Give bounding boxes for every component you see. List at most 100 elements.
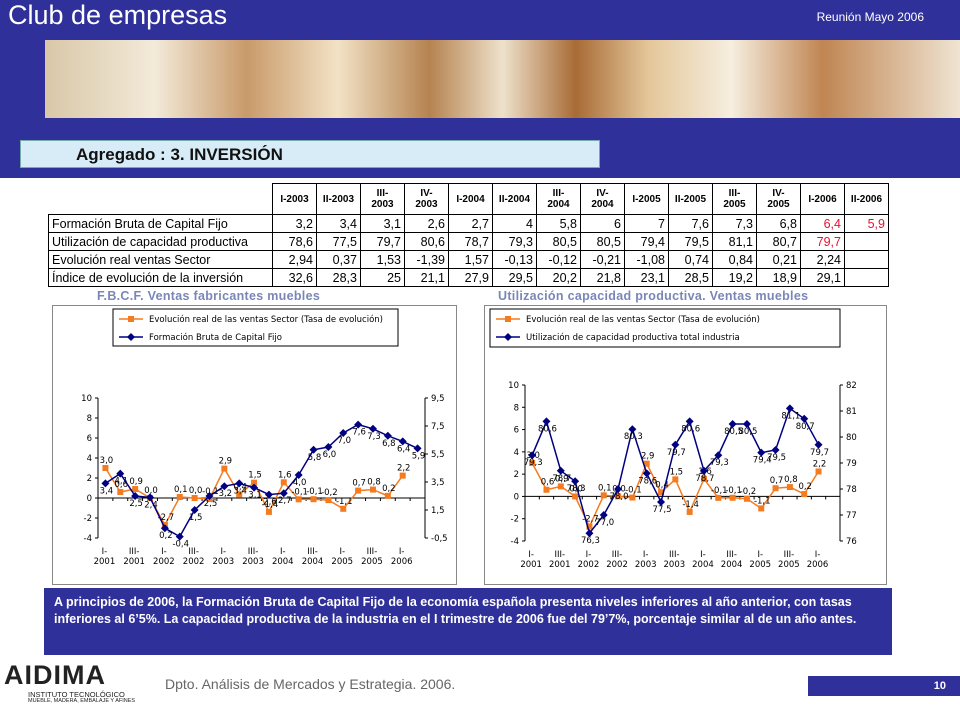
point bbox=[557, 483, 564, 490]
point bbox=[742, 420, 751, 428]
point bbox=[368, 424, 377, 433]
table-cell: 80,7 bbox=[756, 232, 801, 251]
y2-tick-label: 80 bbox=[846, 433, 857, 443]
point bbox=[785, 404, 794, 413]
logo: AIDIMA bbox=[4, 660, 106, 690]
data-label: -2,7 bbox=[158, 513, 175, 523]
data-label: -1,1 bbox=[754, 496, 771, 506]
point bbox=[542, 417, 551, 426]
data-label: 78,3 bbox=[567, 484, 586, 494]
x-tick-label: III- 2001 bbox=[123, 547, 145, 567]
data-label: 2,7 bbox=[278, 496, 292, 506]
top-bar bbox=[0, 0, 960, 34]
y-tick-label: 4 bbox=[514, 448, 519, 458]
data-label: 2,6 bbox=[263, 498, 277, 508]
column-header: III- 2004 bbox=[536, 183, 581, 215]
y-tick-label: 2 bbox=[87, 474, 92, 484]
table-cell: 29,1 bbox=[800, 268, 845, 287]
chart-title: F.B.C.F. Ventas fabricantes muebles bbox=[97, 289, 321, 303]
data-label: -0,1 bbox=[625, 486, 642, 496]
point bbox=[384, 492, 391, 499]
table-cell: 2,94 bbox=[272, 250, 317, 269]
point bbox=[176, 494, 183, 500]
column-header: III- 2003 bbox=[360, 183, 405, 215]
data-label: -0,2 bbox=[740, 487, 757, 497]
point bbox=[294, 471, 303, 479]
table-cell: 3,2 bbox=[272, 214, 317, 233]
point bbox=[743, 495, 750, 502]
y2-tick-label: 81 bbox=[846, 407, 857, 417]
table-cell: 77,5 bbox=[316, 232, 361, 251]
table-row: Formación Bruta de Capital Fijo 3,2 3,4 3,1… bbox=[48, 214, 889, 233]
department: Dpto. Análisis de Mercados y Estrategia.… bbox=[165, 676, 456, 692]
table-cell: -1,08 bbox=[624, 250, 669, 269]
data-label: 2,2 bbox=[397, 464, 411, 474]
y-tick-label: -2 bbox=[511, 515, 519, 525]
table-cell: 32,6 bbox=[272, 268, 317, 287]
data-label: -0,1 bbox=[291, 487, 308, 497]
x-tick-label: I- 2003 bbox=[212, 547, 235, 567]
y-tick-label: 0 bbox=[514, 492, 519, 502]
y2-tick-label: 77 bbox=[846, 511, 857, 521]
data-label: 2,9 bbox=[641, 452, 655, 462]
point bbox=[369, 486, 376, 493]
x-tick-label: III- 2002 bbox=[606, 550, 628, 570]
table-cell: 7,6 bbox=[668, 214, 713, 233]
point bbox=[131, 492, 140, 500]
row-label: Evolución real ventas Sector bbox=[48, 250, 273, 269]
table-cell: 80,5 bbox=[580, 232, 625, 251]
table-cell: 79,7 bbox=[360, 232, 405, 251]
column-header: II-2006 bbox=[844, 183, 889, 215]
point bbox=[340, 505, 347, 512]
table-cell: 5,9 bbox=[844, 214, 889, 233]
point bbox=[672, 476, 679, 483]
table-cell: 25 bbox=[360, 268, 405, 287]
x-tick-label: III- 2005 bbox=[361, 547, 383, 567]
data-label: 0,2 bbox=[382, 484, 396, 494]
y-tick-label: -4 bbox=[84, 534, 92, 544]
table-cell: 28,5 bbox=[668, 268, 713, 287]
table-cell: 79,7 bbox=[800, 232, 845, 251]
table-cell: 81,1 bbox=[712, 232, 757, 251]
data-label: 81,1 bbox=[781, 411, 800, 421]
data-label: 0,9 bbox=[129, 477, 143, 487]
column-header: IV- 2005 bbox=[756, 183, 801, 215]
x-tick-label: III- 2005 bbox=[778, 550, 800, 570]
table-row: Evolución real ventas Sector 2,94 0,37 1,53… bbox=[48, 250, 889, 269]
data-label: 0,0 bbox=[569, 484, 583, 494]
logo-subtitle: INSTITUTO TECNOLÓGICO bbox=[28, 690, 125, 699]
point bbox=[801, 491, 808, 498]
table-cell: 0,84 bbox=[712, 250, 757, 269]
point bbox=[700, 475, 707, 482]
point bbox=[757, 448, 766, 457]
y-tick-label: 6 bbox=[87, 434, 92, 444]
column-header: IV- 2004 bbox=[580, 183, 625, 215]
data-label: 7,6 bbox=[352, 428, 366, 438]
point bbox=[556, 466, 565, 475]
column-header: I-2003 bbox=[272, 183, 317, 215]
y-tick-label: 0 bbox=[87, 494, 92, 504]
data-label: 1,5 bbox=[189, 513, 203, 523]
data-label: 3,0 bbox=[100, 456, 114, 466]
point bbox=[800, 414, 809, 423]
point bbox=[117, 489, 124, 495]
table-cell: 79,3 bbox=[492, 232, 537, 251]
table-cell: 5,8 bbox=[536, 214, 581, 233]
point bbox=[116, 469, 125, 478]
x-tick-label: III- 2004 bbox=[301, 547, 324, 567]
data-label: 80,5 bbox=[738, 427, 757, 437]
data-label: -0,4 bbox=[172, 540, 189, 550]
point bbox=[220, 482, 229, 491]
data-label: 0,2 bbox=[798, 482, 812, 492]
y2-tick-label: 1,5 bbox=[431, 506, 445, 516]
data-label: 5,8 bbox=[308, 453, 322, 463]
data-label: 79,3 bbox=[524, 458, 543, 468]
y2-tick-label: 78 bbox=[846, 485, 857, 495]
point bbox=[571, 477, 580, 486]
table-cell: 80,5 bbox=[536, 232, 581, 251]
data-label: 7,0 bbox=[337, 436, 351, 446]
data-label: 0,4 bbox=[233, 482, 247, 492]
data-label: -0,1 bbox=[306, 487, 323, 497]
point bbox=[629, 494, 636, 501]
meeting-label: Reunión Mayo 2006 bbox=[816, 10, 924, 24]
